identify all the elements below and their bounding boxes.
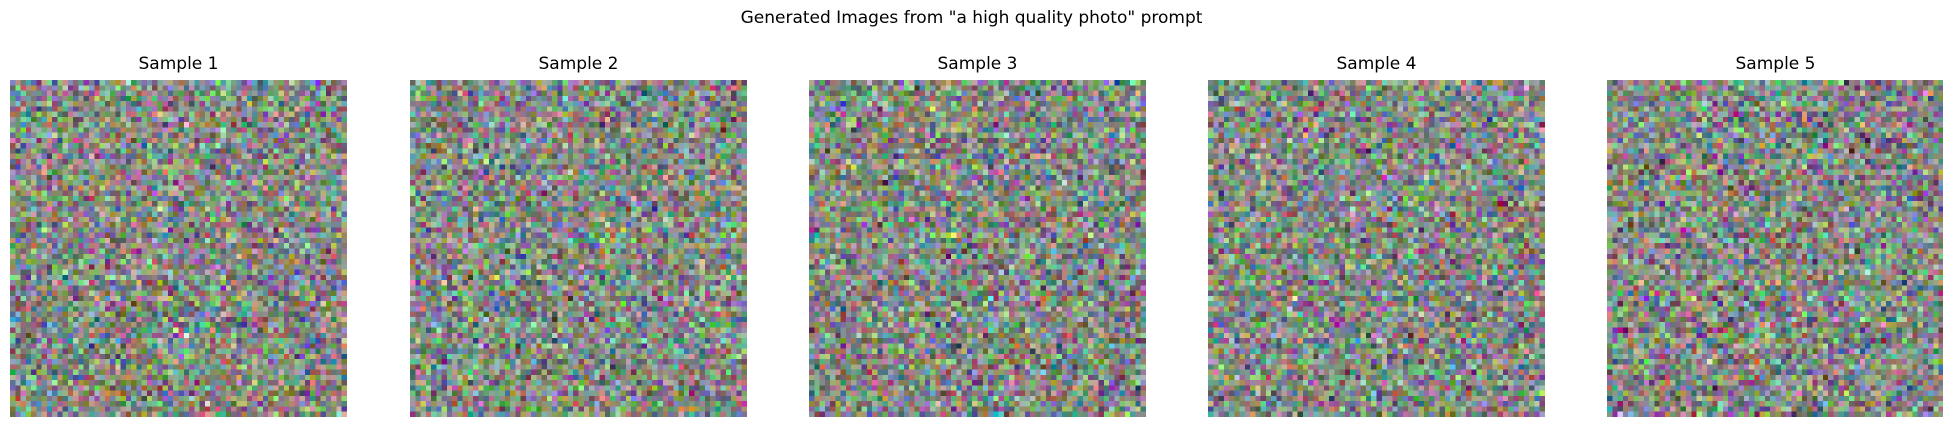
sample-title: Sample 5 <box>1735 54 1816 74</box>
sample-panel-1: Sample 1 <box>10 54 347 417</box>
noise-image <box>809 80 1146 417</box>
figure-title: Generated Images from "a high quality ph… <box>740 8 1203 28</box>
sample-panel-2: Sample 2 <box>410 54 747 417</box>
sample-panel-4: Sample 4 <box>1208 54 1545 417</box>
sample-title: Sample 3 <box>937 54 1018 74</box>
sample-panel-5: Sample 5 <box>1607 54 1943 417</box>
sample-title: Sample 4 <box>1336 54 1417 74</box>
sample-title: Sample 1 <box>138 54 219 74</box>
noise-image <box>410 80 747 417</box>
noise-image <box>10 80 347 417</box>
sample-panel-3: Sample 3 <box>809 54 1146 417</box>
sample-title: Sample 2 <box>538 54 619 74</box>
noise-image <box>1607 80 1943 417</box>
noise-image <box>1208 80 1545 417</box>
